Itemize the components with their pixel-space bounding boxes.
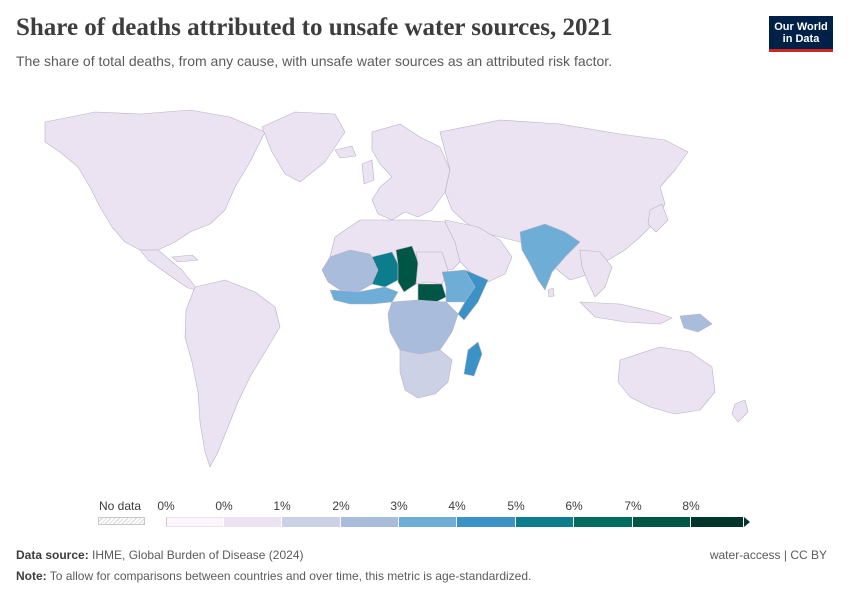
legend-bin-9[interactable] bbox=[691, 517, 744, 527]
region-india[interactable] bbox=[519, 223, 581, 291]
legend-tick-5: 4% bbox=[448, 499, 466, 513]
legend-bin-4[interactable] bbox=[399, 517, 457, 527]
source-label: Data source: bbox=[16, 548, 89, 562]
region-south-america[interactable] bbox=[184, 279, 281, 468]
note-text: To allow for comparisons between countri… bbox=[49, 569, 532, 583]
legend-tick-7: 6% bbox=[565, 499, 583, 513]
legend-tick-8: 7% bbox=[624, 499, 642, 513]
legend-bin-5[interactable] bbox=[457, 517, 516, 527]
region-papua-new-guinea[interactable] bbox=[679, 313, 713, 333]
legend-arrow bbox=[744, 517, 750, 527]
region-greenland[interactable] bbox=[261, 111, 346, 183]
region-somalia[interactable] bbox=[457, 269, 489, 321]
region-north-america[interactable] bbox=[44, 109, 266, 251]
footer-note: Note: To allow for comparisons between c… bbox=[16, 569, 531, 583]
legend-tick-4: 3% bbox=[390, 499, 408, 513]
region-japan[interactable] bbox=[647, 203, 669, 233]
region-southern-africa[interactable] bbox=[399, 349, 453, 399]
region-caribbean[interactable] bbox=[171, 254, 199, 263]
chart-subtitle: The share of total deaths, from any caus… bbox=[16, 53, 613, 69]
legend-no-data-label: No data bbox=[99, 499, 142, 513]
legend-tick-0: 0% bbox=[157, 499, 175, 513]
region-madagascar[interactable] bbox=[463, 341, 483, 377]
region-niger[interactable] bbox=[371, 251, 399, 288]
region-chad[interactable] bbox=[395, 245, 419, 293]
legend-tick-6: 5% bbox=[507, 499, 525, 513]
region-sudan[interactable] bbox=[415, 251, 449, 285]
legend-bin-6[interactable] bbox=[516, 517, 574, 527]
region-iceland[interactable] bbox=[334, 145, 357, 159]
world-map[interactable] bbox=[0, 92, 850, 492]
legend-tick-1: 0% bbox=[215, 499, 233, 513]
chart-title: Share of deaths attributed to unsafe wat… bbox=[16, 14, 613, 41]
region-europe[interactable] bbox=[371, 123, 451, 221]
legend-no-data-swatch[interactable] bbox=[98, 517, 145, 525]
region-south-sudan[interactable] bbox=[417, 283, 447, 305]
map-legend: No data 0% 0% 1% 2% 3% 4% 5% 6% 7% 8% bbox=[0, 496, 850, 536]
legend-bin-2[interactable] bbox=[282, 517, 341, 527]
footer-source: Data source: IHME, Global Burden of Dise… bbox=[16, 548, 303, 562]
legend-bin-7[interactable] bbox=[574, 517, 633, 527]
region-uk[interactable] bbox=[361, 159, 375, 185]
owid-logo[interactable]: Our World in Data bbox=[769, 16, 833, 52]
legend-bin-0[interactable] bbox=[166, 517, 224, 527]
logo-line-1: Our World bbox=[774, 21, 828, 33]
legend-tick-2: 1% bbox=[273, 499, 291, 513]
region-southeast-asia[interactable] bbox=[579, 249, 613, 298]
region-mali[interactable] bbox=[321, 249, 379, 293]
note-label: Note: bbox=[16, 569, 47, 583]
legend-tick-3: 2% bbox=[332, 499, 350, 513]
legend-tick-9: 8% bbox=[682, 499, 700, 513]
footer-license[interactable]: water-access | CC BY bbox=[709, 548, 827, 562]
logo-line-2: in Data bbox=[782, 33, 820, 45]
region-central-africa[interactable] bbox=[387, 299, 459, 355]
region-indonesia[interactable] bbox=[579, 301, 673, 325]
legend-bin-3[interactable] bbox=[341, 517, 399, 527]
region-new-zealand[interactable] bbox=[731, 399, 749, 423]
region-sri-lanka[interactable] bbox=[547, 287, 555, 298]
legend-bin-1[interactable] bbox=[224, 517, 282, 527]
region-australia[interactable] bbox=[617, 346, 716, 415]
legend-bin-8[interactable] bbox=[633, 517, 691, 527]
source-text: IHME, Global Burden of Disease (2024) bbox=[92, 548, 304, 562]
